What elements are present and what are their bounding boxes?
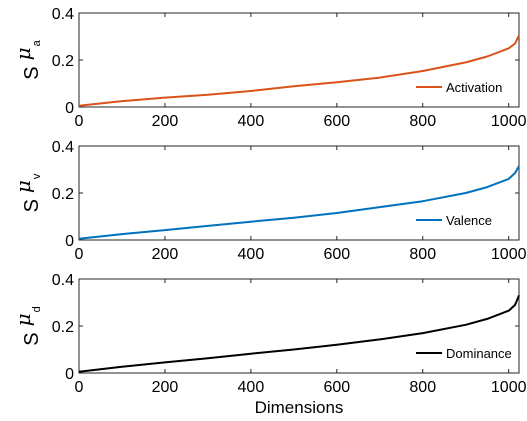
y-tick-label: 0.4 <box>52 6 74 23</box>
x-tick-label: 1000 <box>491 246 527 263</box>
x-tick-label: 600 <box>323 379 350 396</box>
y-axis-label-main: S <box>21 66 43 79</box>
x-tick-label: 1000 <box>491 113 527 130</box>
y-axis-label: Sμa <box>11 39 43 79</box>
x-tick-label: 200 <box>152 246 179 263</box>
x-tick-label: 0 <box>75 246 84 263</box>
x-tick-label: 600 <box>323 113 350 130</box>
x-tick-label: 400 <box>238 246 265 263</box>
series-line-valence <box>78 165 520 240</box>
x-tick-label: 800 <box>409 113 436 130</box>
legend-label: Dominance <box>446 346 512 361</box>
y-axis-label-main: S <box>21 332 43 345</box>
series-line-dominance <box>78 295 520 373</box>
panel-2: 0 200 400 600 800 1000 0 0.2 0.4 Sμv Valence <box>11 139 527 263</box>
panel-3: 0 200 400 600 800 1000 0 0.2 0.4 Sμd Dominance Dime… <box>11 272 527 417</box>
y-tick-label: 0.4 <box>52 272 74 289</box>
y-axis-label-symbol: μ <box>11 180 35 193</box>
x-tick-label: 0 <box>75 113 84 130</box>
x-tick-label: 800 <box>409 246 436 263</box>
series-line-activation <box>78 34 520 107</box>
x-tick-label: 200 <box>152 379 179 396</box>
x-axis-title: Dimensions <box>255 398 344 417</box>
x-tick-label: 200 <box>152 113 179 130</box>
y-axis-label: Sμv <box>11 173 43 212</box>
y-axis-label-subscript: a <box>31 39 43 46</box>
x-tick-label: 400 <box>238 379 265 396</box>
y-tick-label: 0.2 <box>52 319 74 336</box>
y-tick-label: 0 <box>65 100 74 117</box>
legend-label: Activation <box>446 80 502 95</box>
x-tick-label: 1000 <box>491 379 527 396</box>
y-axis-label-subscript: v <box>31 173 43 179</box>
x-tick-label: 600 <box>323 246 350 263</box>
panel-1: 0 200 400 600 800 1000 0 0.2 0.4 Sμa Activation <box>11 6 527 130</box>
y-tick-label: 0 <box>65 366 74 383</box>
legend-label: Valence <box>446 213 492 228</box>
x-tick-label: 800 <box>409 379 436 396</box>
y-axis-label-subscript: d <box>31 306 43 312</box>
x-tick-label: 400 <box>238 113 265 130</box>
y-axis-label-symbol: μ <box>11 313 35 326</box>
y-axis-label-main: S <box>21 199 43 212</box>
y-tick-label: 0.2 <box>52 53 74 70</box>
y-axis-label-symbol: μ <box>11 47 35 60</box>
y-tick-label: 0 <box>65 233 74 250</box>
y-tick-label: 0.4 <box>52 139 74 156</box>
y-tick-label: 0.2 <box>52 186 74 203</box>
y-axis-label: Sμd <box>11 306 43 345</box>
x-tick-label: 0 <box>75 379 84 396</box>
